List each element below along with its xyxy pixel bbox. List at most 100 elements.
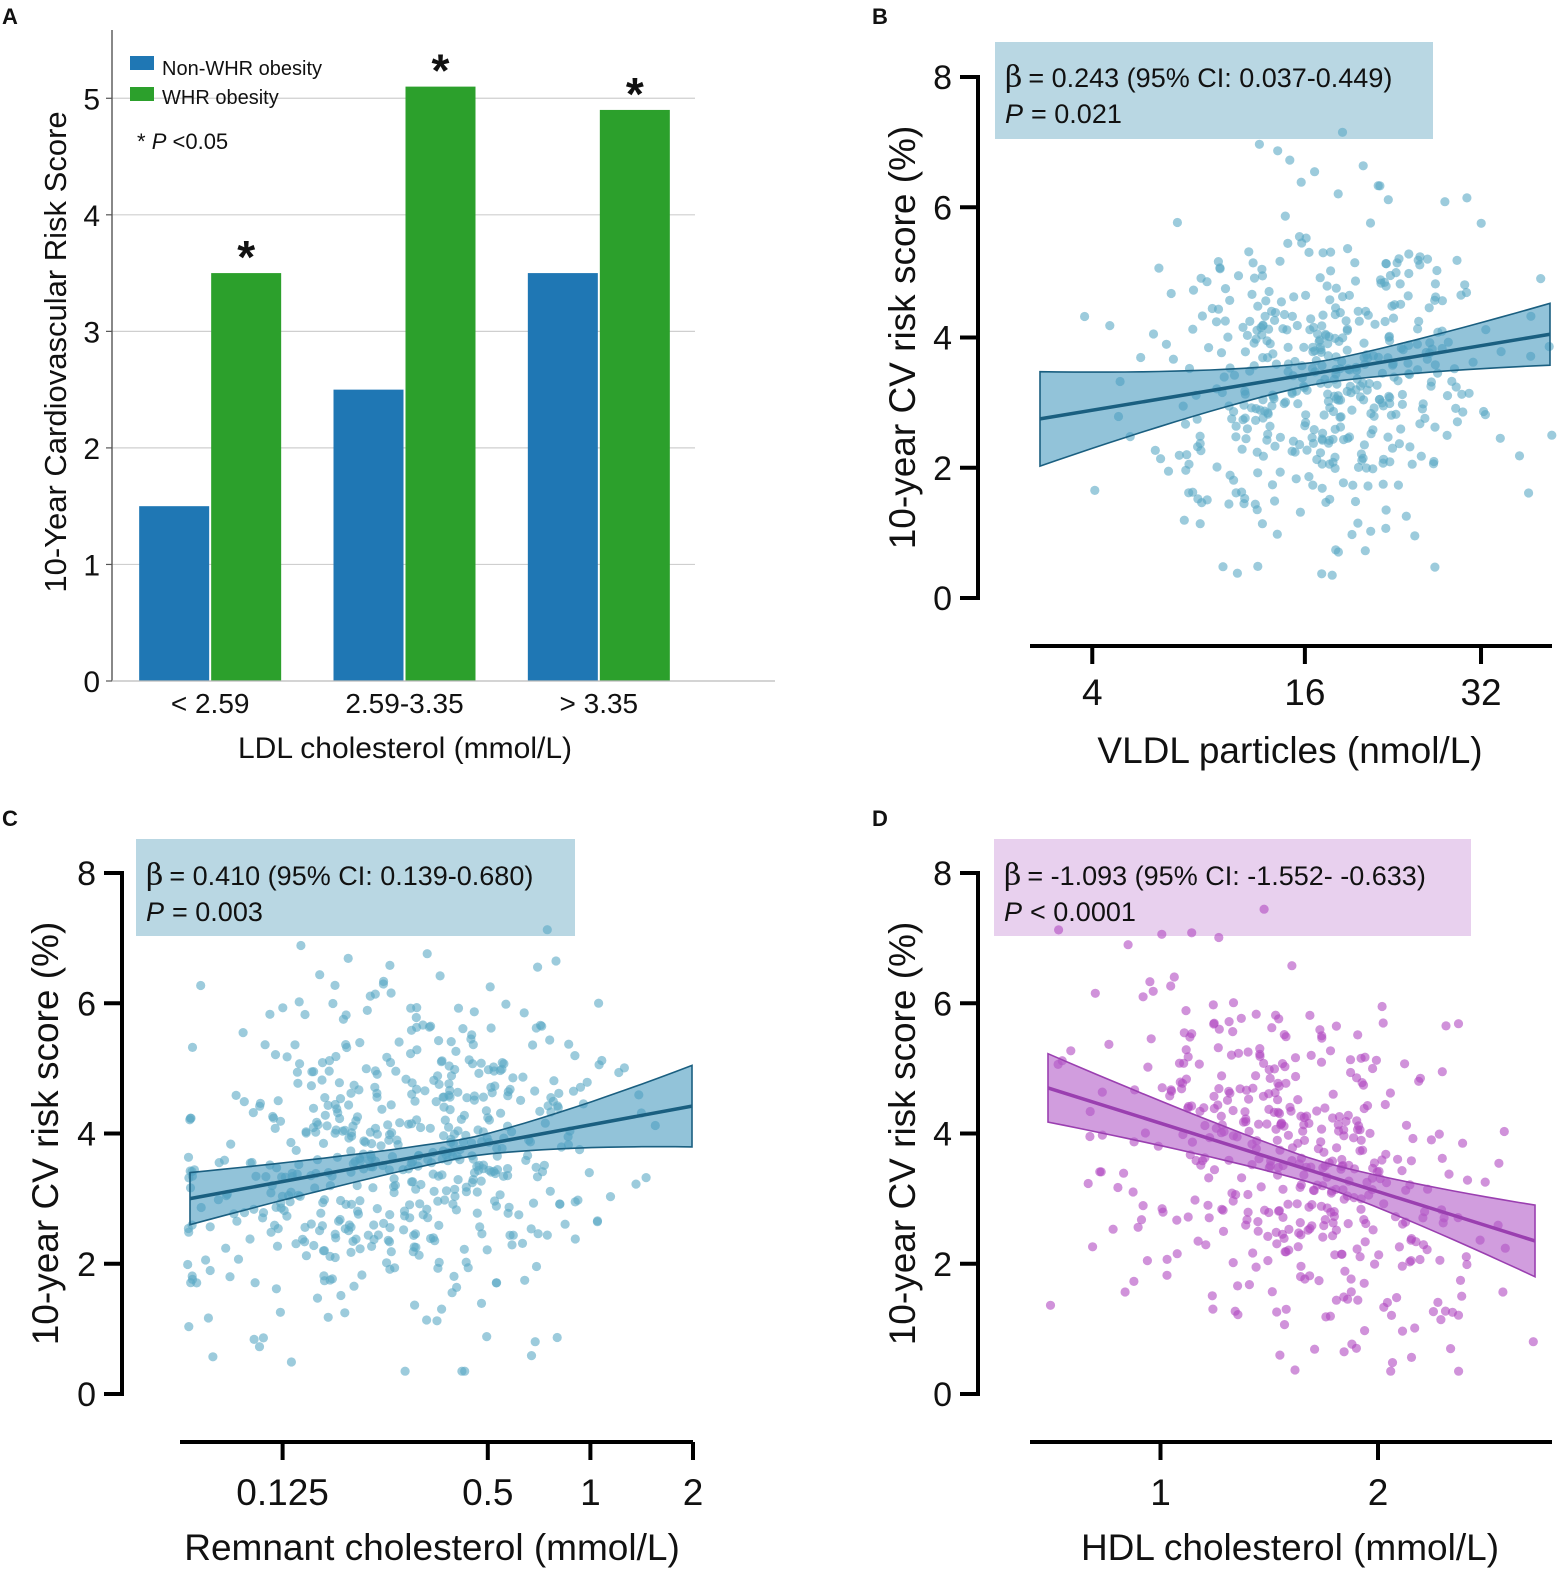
data-point xyxy=(334,1078,344,1088)
data-point xyxy=(1440,197,1450,207)
data-point xyxy=(452,1282,462,1292)
a-y-tick-label: 5 xyxy=(83,83,100,116)
data-point xyxy=(1396,424,1406,434)
data-point xyxy=(1498,1287,1508,1297)
data-point xyxy=(1251,1071,1261,1081)
a-legend-label-whr: WHR obesity xyxy=(162,87,279,109)
data-point xyxy=(282,1052,292,1062)
data-point xyxy=(1380,316,1390,327)
x-axis-title: HDL cholesterol (mmol/L) xyxy=(1081,1527,1499,1568)
data-point xyxy=(1331,303,1341,313)
data-point xyxy=(1317,1033,1327,1043)
data-point xyxy=(1195,519,1205,529)
data-point xyxy=(255,1098,265,1108)
data-point xyxy=(406,1025,417,1035)
data-point xyxy=(411,1184,421,1194)
p-value: = 0.003 xyxy=(172,897,263,927)
data-point xyxy=(1318,248,1328,258)
data-point xyxy=(1464,388,1474,398)
data-point xyxy=(459,1244,469,1254)
data-point xyxy=(1197,311,1207,321)
data-point xyxy=(1196,273,1206,283)
data-point xyxy=(1157,1204,1167,1214)
data-point xyxy=(1218,562,1228,572)
data-point xyxy=(1385,1088,1395,1098)
data-point xyxy=(1183,1212,1193,1222)
data-point xyxy=(1437,296,1447,306)
data-point xyxy=(1426,381,1436,391)
panel-letter-c: C xyxy=(2,806,18,831)
data-point xyxy=(467,1030,477,1040)
data-point xyxy=(1270,496,1280,506)
data-point xyxy=(1299,1135,1310,1145)
data-point xyxy=(1316,1057,1327,1067)
data-point xyxy=(1267,1287,1277,1297)
data-point xyxy=(1223,332,1233,342)
data-point xyxy=(1184,459,1194,469)
data-point xyxy=(1370,1259,1380,1269)
data-point xyxy=(1242,424,1252,434)
data-point xyxy=(1226,1050,1237,1060)
data-point xyxy=(1233,1048,1244,1058)
data-point xyxy=(1476,218,1486,228)
data-point xyxy=(1356,1204,1366,1214)
data-point xyxy=(1136,1215,1147,1225)
data-point xyxy=(451,1205,461,1215)
data-point xyxy=(336,1195,346,1206)
data-point xyxy=(575,1082,586,1092)
data-point xyxy=(1406,1352,1417,1362)
data-point xyxy=(294,997,304,1007)
data-point xyxy=(1148,329,1159,339)
p-label: P xyxy=(1004,897,1022,927)
data-point xyxy=(323,1312,333,1322)
data-point xyxy=(1251,1262,1261,1272)
data-point xyxy=(275,1307,285,1317)
data-point xyxy=(1428,1307,1438,1317)
data-point xyxy=(1202,495,1212,505)
y-tick-label: 8 xyxy=(933,59,952,97)
data-point xyxy=(1216,1111,1226,1121)
data-point xyxy=(1287,961,1297,971)
data-point xyxy=(1270,441,1280,451)
data-point xyxy=(1405,1257,1415,1267)
data-point xyxy=(325,1251,335,1261)
a-note: * P <0.05 xyxy=(137,129,228,154)
data-point xyxy=(1307,1221,1317,1231)
data-point xyxy=(1375,275,1386,285)
stat-annotation-box xyxy=(136,839,575,936)
data-point xyxy=(301,1251,311,1261)
data-point xyxy=(1328,1113,1338,1123)
data-point xyxy=(372,1204,382,1214)
data-point xyxy=(435,971,445,981)
y-tick-label: 2 xyxy=(933,450,952,488)
beta-text: = -1.093 (95% CI: -1.552- -0.633) xyxy=(1027,861,1425,891)
data-point xyxy=(344,1226,354,1236)
data-point xyxy=(1228,1258,1238,1268)
data-point xyxy=(385,1264,395,1274)
data-point xyxy=(373,1230,383,1240)
data-point xyxy=(342,1042,352,1053)
data-point xyxy=(1381,523,1391,534)
data-point xyxy=(1453,1019,1464,1029)
data-point xyxy=(317,1221,327,1231)
data-point xyxy=(477,1229,487,1239)
data-point xyxy=(1386,1310,1397,1320)
data-point xyxy=(439,1102,449,1112)
data-point xyxy=(308,1103,319,1113)
data-point xyxy=(232,1216,242,1226)
data-point xyxy=(1229,407,1239,417)
data-point xyxy=(1218,1226,1229,1236)
data-point xyxy=(1248,1248,1258,1258)
y-tick-label: 8 xyxy=(77,855,96,893)
data-point xyxy=(1296,1230,1306,1240)
data-point xyxy=(1404,268,1414,279)
data-point xyxy=(1255,1044,1265,1054)
a-bar-whr-2 xyxy=(405,86,476,682)
data-point xyxy=(1318,428,1328,438)
p-value-annotation: P = 0.021 xyxy=(1005,99,1122,129)
data-point xyxy=(501,999,511,1009)
data-point xyxy=(355,1244,365,1254)
data-point xyxy=(1095,1167,1105,1177)
data-point xyxy=(1289,292,1299,302)
data-point xyxy=(320,1110,330,1120)
